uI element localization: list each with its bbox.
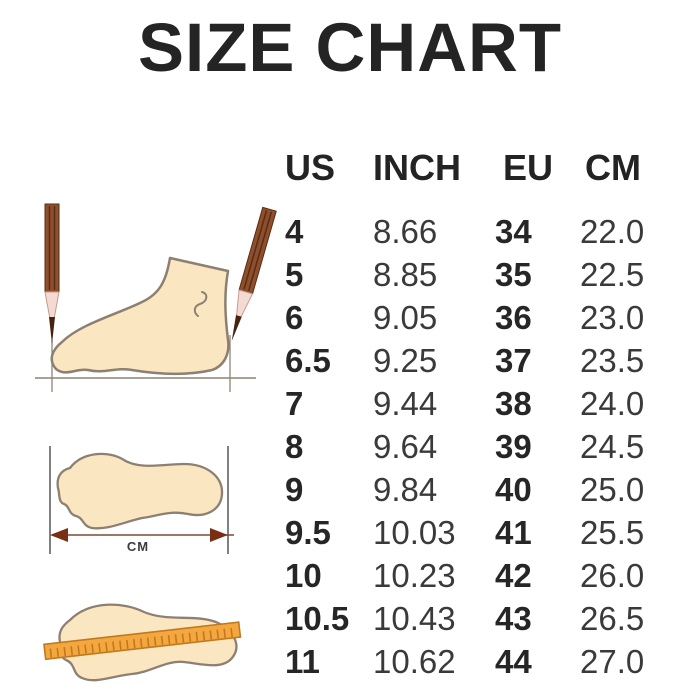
table-row: 9 9.84 40 25.0 bbox=[285, 468, 665, 511]
cell-cm: 24.5 bbox=[580, 428, 645, 465]
pencil-vertical-icon bbox=[44, 203, 60, 344]
cell-inch: 10.62 bbox=[373, 643, 456, 680]
cell-us: 11 bbox=[285, 643, 320, 680]
cell-us: 6 bbox=[285, 299, 304, 336]
table-row: 4 8.66 34 22.0 bbox=[285, 210, 665, 253]
footprint-ruler-illustration bbox=[43, 603, 242, 682]
table-row: 5 8.85 35 22.5 bbox=[285, 253, 665, 296]
column-header-eu: EU bbox=[503, 147, 554, 188]
cell-eu: 36 bbox=[495, 299, 532, 336]
table-row: 6 9.05 36 23.0 bbox=[285, 296, 665, 339]
cell-cm: 25.5 bbox=[580, 514, 645, 551]
cell-us: 8 bbox=[285, 428, 304, 465]
table-row: 10 10.23 42 26.0 bbox=[285, 554, 665, 597]
cell-us: 10.5 bbox=[285, 600, 350, 637]
cell-inch: 9.84 bbox=[373, 471, 438, 508]
cell-inch: 10.23 bbox=[373, 557, 456, 594]
cell-cm: 24.0 bbox=[580, 385, 645, 422]
footprint-outline bbox=[56, 452, 224, 530]
table-row: 11 10.62 44 27.0 bbox=[285, 640, 665, 683]
cell-us: 7 bbox=[285, 385, 304, 422]
footprint-cm-illustration: CM bbox=[49, 446, 234, 554]
size-conversion-table: US INCH EU CM 4 8.66 34 22.0 5 8.85 35 22.5 6 9.0… bbox=[285, 142, 665, 683]
table-row: 7 9.44 38 24.0 bbox=[285, 382, 665, 425]
size-table-body: 4 8.66 34 22.0 5 8.85 35 22.5 6 9.05 36 23.0 6.5 9.25… bbox=[285, 210, 665, 683]
ruler-icon bbox=[43, 621, 242, 661]
cell-eu: 42 bbox=[495, 557, 532, 594]
cell-inch: 9.05 bbox=[373, 299, 438, 336]
ankle-mark bbox=[193, 291, 208, 317]
cell-us: 9.5 bbox=[285, 514, 331, 551]
cell-inch: 8.66 bbox=[373, 213, 438, 250]
cm-label: CM bbox=[127, 539, 149, 554]
table-row: 9.5 10.03 41 25.5 bbox=[285, 511, 665, 554]
pencil-diagonal-icon bbox=[231, 206, 277, 341]
cell-eu: 34 bbox=[495, 213, 532, 250]
cell-eu: 35 bbox=[495, 256, 532, 293]
column-header-cm: CM bbox=[585, 147, 641, 188]
cell-inch: 10.43 bbox=[373, 600, 456, 637]
cell-eu: 44 bbox=[495, 643, 532, 680]
cell-inch: 10.03 bbox=[373, 514, 456, 551]
cell-eu: 39 bbox=[495, 428, 532, 465]
column-header-us: US bbox=[285, 147, 336, 188]
cell-inch: 9.44 bbox=[373, 385, 438, 422]
cell-eu: 43 bbox=[495, 600, 532, 637]
cell-inch: 9.25 bbox=[373, 342, 438, 379]
cell-cm: 23.0 bbox=[580, 299, 645, 336]
cell-eu: 40 bbox=[495, 471, 532, 508]
cell-us: 4 bbox=[285, 213, 304, 250]
foot-outline bbox=[50, 256, 230, 375]
cell-us: 9 bbox=[285, 471, 304, 508]
cell-inch: 9.64 bbox=[373, 428, 438, 465]
cell-cm: 27.0 bbox=[580, 643, 645, 680]
cell-cm: 23.5 bbox=[580, 342, 645, 379]
cell-cm: 26.5 bbox=[580, 600, 645, 637]
table-row: 6.5 9.25 37 23.5 bbox=[285, 339, 665, 382]
cell-us: 5 bbox=[285, 256, 304, 293]
cell-eu: 37 bbox=[495, 342, 532, 379]
table-row: 10.5 10.43 43 26.5 bbox=[285, 597, 665, 640]
cm-arrow bbox=[50, 528, 234, 542]
cell-eu: 41 bbox=[495, 514, 532, 551]
cell-cm: 22.0 bbox=[580, 213, 645, 250]
column-header-inch: INCH bbox=[373, 147, 461, 188]
foot-side-measure-illustration bbox=[35, 203, 277, 392]
table-row: 8 9.64 39 24.5 bbox=[285, 425, 665, 468]
cell-cm: 26.0 bbox=[580, 557, 645, 594]
cell-us: 10 bbox=[285, 557, 322, 594]
table-header-row: US INCH EU CM bbox=[285, 142, 665, 194]
cell-us: 6.5 bbox=[285, 342, 331, 379]
cell-inch: 8.85 bbox=[373, 256, 438, 293]
cell-cm: 25.0 bbox=[580, 471, 645, 508]
cell-cm: 22.5 bbox=[580, 256, 645, 293]
page-title: SIZE CHART bbox=[138, 9, 562, 86]
cell-eu: 38 bbox=[495, 385, 532, 422]
